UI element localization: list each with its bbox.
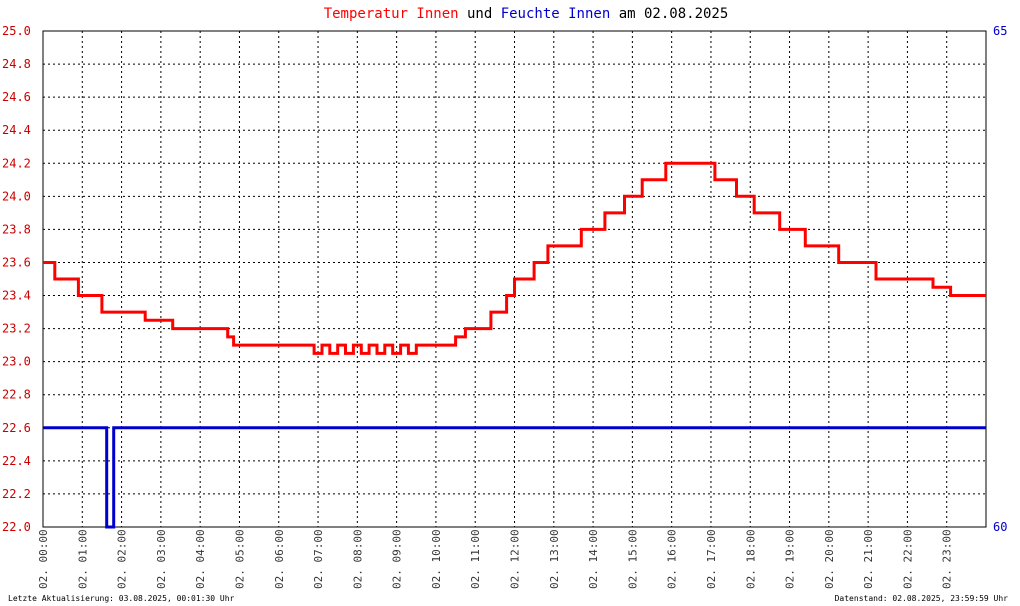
y-tick-left: 24.0: [2, 189, 31, 203]
x-tick-label: 02. 00:00: [37, 529, 50, 589]
x-tick-label: 02. 22:00: [901, 529, 914, 589]
y-tick-right: 60: [993, 520, 1007, 534]
x-tick-label: 02. 16:00: [666, 529, 679, 589]
y-tick-left: 22.0: [2, 520, 31, 534]
x-tick-label: 02. 09:00: [391, 529, 404, 589]
x-tick-label: 02. 19:00: [784, 529, 797, 589]
x-tick-label: 02. 11:00: [469, 529, 482, 589]
y-tick-left: 22.4: [2, 454, 31, 468]
y-axis-right: 60 65: [993, 24, 1007, 534]
x-tick-label: 02. 21:00: [862, 529, 875, 589]
x-axis: 02. 00:00 02. 01:00 02. 02:00 02. 03:00 02. …: [37, 529, 954, 589]
y-tick-left: 23.4: [2, 289, 31, 303]
x-tick-label: 02. 04:00: [194, 529, 207, 589]
x-tick-label: 02. 12:00: [509, 529, 522, 589]
y-tick-left: 24.8: [2, 57, 31, 71]
x-tick-label: 02. 18:00: [744, 529, 757, 589]
x-tick-label: 02. 01:00: [76, 529, 89, 589]
series-layer: [43, 161, 986, 529]
y-tick-left: 22.8: [2, 388, 31, 402]
x-tick-label: 02. 20:00: [823, 529, 836, 589]
title-humidity: Feuchte Innen: [501, 6, 611, 22]
y-tick-left: 24.4: [2, 123, 31, 137]
plot-border: [42, 30, 987, 528]
x-tick-label: 02. 13:00: [548, 529, 561, 589]
x-tick-label: 02. 03:00: [155, 529, 168, 589]
x-tick-label: 02. 14:00: [587, 529, 600, 589]
y-tick-left: 24.6: [2, 90, 31, 104]
x-tick-label: 02. 02:00: [116, 529, 129, 589]
x-tick-label: 02. 15:00: [626, 529, 639, 589]
y-tick-right: 65: [993, 24, 1007, 38]
title-temperature: Temperatur Innen: [324, 6, 459, 22]
y-tick-left: 23.2: [2, 322, 31, 336]
y-axis-left: 22.0 22.2 22.4 22.6 22.8 23.0 23.2 23.4 23.6 23.8…: [2, 24, 31, 534]
series-line-temperature: [43, 161, 986, 355]
title-date: am 02.08.2025: [610, 6, 728, 22]
y-tick-left: 23.8: [2, 222, 31, 236]
footer-data-status: Datenstand: 02.08.2025, 23:59:59 Uhr: [835, 594, 1009, 603]
y-tick-left: 22.6: [2, 421, 31, 435]
y-tick-left: 23.6: [2, 255, 31, 269]
x-tick-label: 02. 07:00: [312, 529, 325, 589]
x-tick-label: 02. 05:00: [233, 529, 246, 589]
x-tick-label: 02. 10:00: [430, 529, 443, 589]
y-tick-left: 23.0: [2, 355, 31, 369]
series-line-humidity: [43, 426, 986, 529]
title-connector: und: [459, 6, 501, 22]
x-tick-label: 02. 06:00: [273, 529, 286, 589]
y-tick-left: 22.2: [2, 487, 31, 501]
y-tick-left: 24.2: [2, 156, 31, 170]
y-tick-left: 25.0: [2, 24, 31, 38]
x-tick-label: 02. 08:00: [351, 529, 364, 589]
x-tick-label: 02. 23:00: [941, 529, 954, 589]
x-tick-label: 02. 17:00: [705, 529, 718, 589]
footer-last-update: Letzte Aktualisierung: 03.08.2025, 00:01…: [8, 594, 235, 603]
chart-title: Temperatur Innen und Feuchte Innen am 02…: [324, 6, 729, 22]
